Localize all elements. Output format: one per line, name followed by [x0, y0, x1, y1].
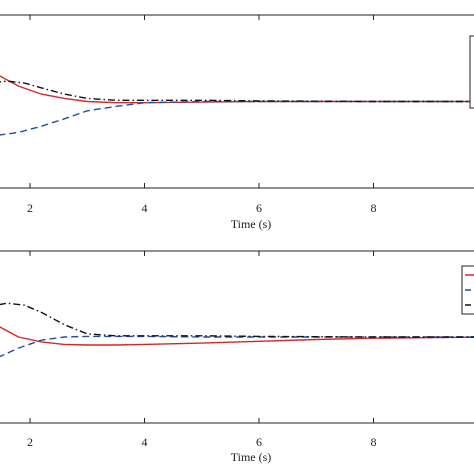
chart-top-x-axis-label: Time (s) — [231, 217, 272, 231]
chart-top-legend — [469, 35, 474, 109]
chart-top-axes-frame — [0, 14, 474, 189]
chart-bottom-series-blue-dashed-line — [0, 335, 474, 358]
chart-top-x-tick-label: 4 — [142, 201, 148, 215]
chart-bottom-x-tick-label: 2 — [27, 435, 33, 449]
chart-top: 246810121416 Time (s) — [0, 14, 474, 231]
chart-bottom-x-ticks: 246810121416 — [27, 251, 377, 449]
chart-top-x-tick-label: 8 — [371, 201, 377, 215]
chart-bottom-x-tick-label: 4 — [142, 435, 148, 449]
chart-bottom-x-axis-label: Time (s) — [231, 450, 272, 464]
chart-bottom-series-red-solid-line — [0, 326, 474, 346]
chart-top-x-tick-label: 2 — [27, 201, 33, 215]
chart-top-series-blue-dashed-line — [0, 100, 474, 136]
chart-top-series-red-solid-line — [0, 75, 474, 104]
chart-bottom-series — [0, 302, 474, 358]
chart-bottom-legend — [461, 265, 474, 315]
chart-top-series-black-dashdot-line — [0, 80, 474, 103]
chart-top-series — [0, 75, 474, 136]
chart-bottom: 246810121416 Time (s) — [0, 250, 474, 464]
chart-top-x-tick-label: 6 — [256, 201, 262, 215]
chart-bottom-axes-frame — [0, 250, 474, 424]
chart-bottom-x-tick-label: 6 — [256, 435, 262, 449]
chart-bottom-x-tick-label: 8 — [371, 435, 377, 449]
chart-bottom-series-black-dashdot-line — [0, 302, 474, 338]
chart-top-x-ticks: 246810121416 — [27, 15, 377, 215]
